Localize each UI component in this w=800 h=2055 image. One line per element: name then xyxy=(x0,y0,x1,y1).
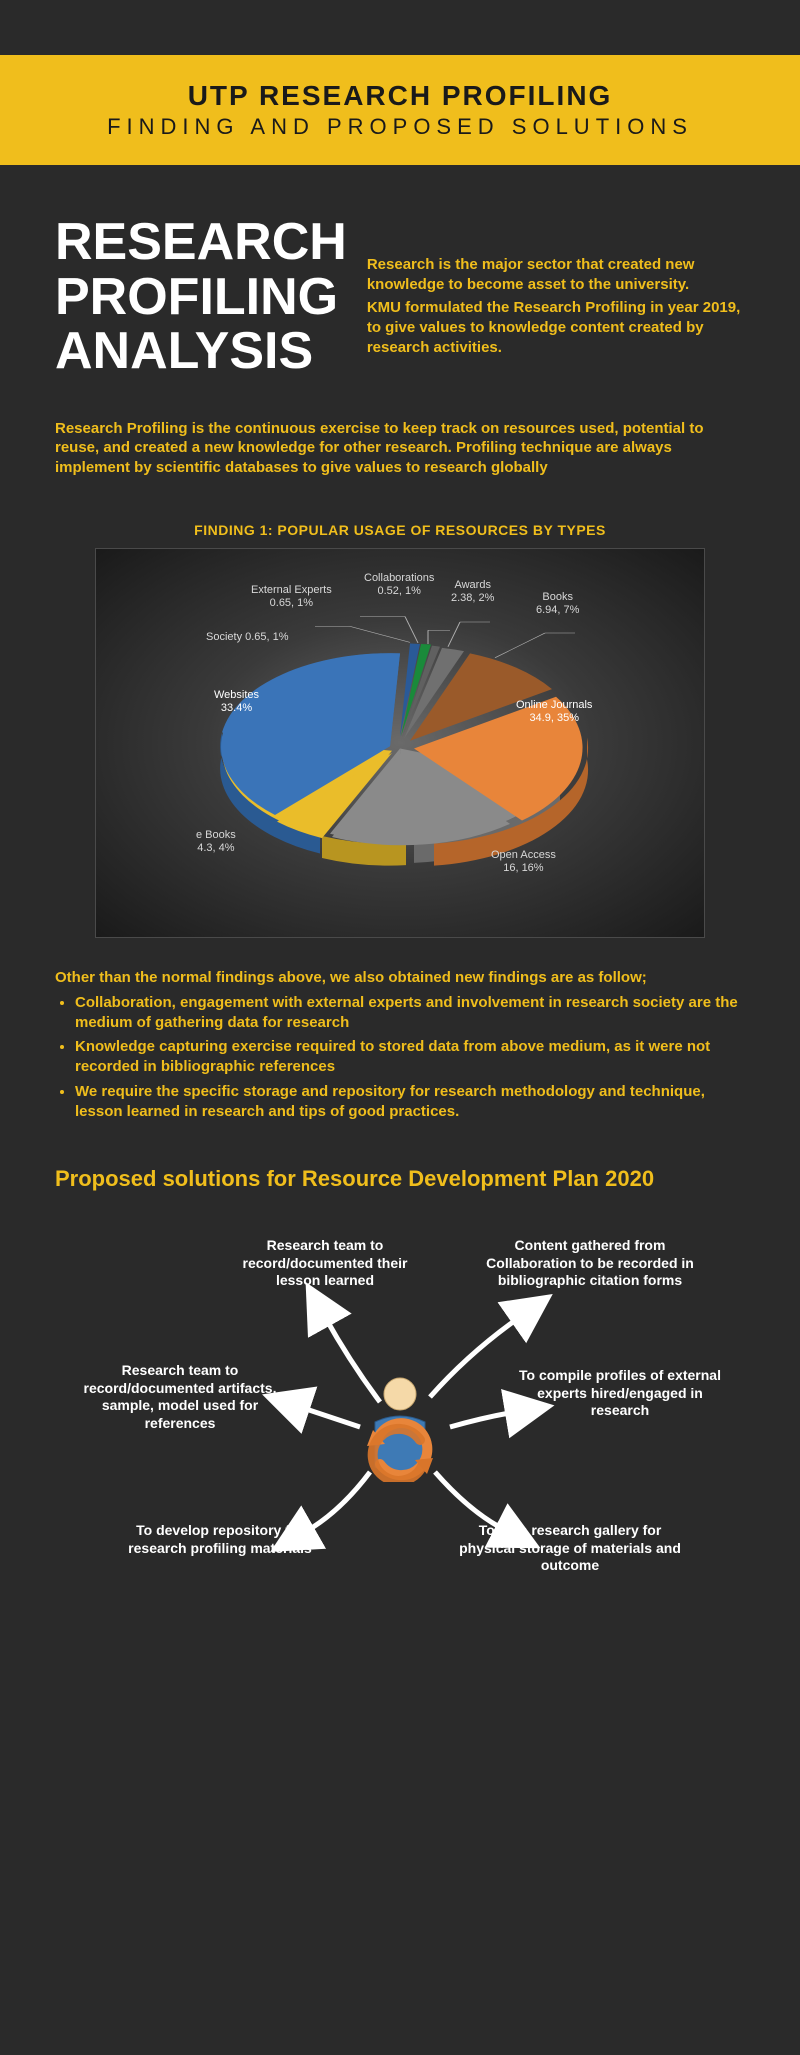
label-online-journals: Online Journals34.9, 35% xyxy=(516,699,592,725)
header-band: UTP RESEARCH PROFILING FINDING AND PROPO… xyxy=(0,55,800,165)
intro-text: Research is the major sector that create… xyxy=(367,215,745,360)
finding-item: Collaboration, engagement with external … xyxy=(75,993,745,1034)
label-society: Society 0.65, 1% xyxy=(206,631,289,644)
main-section: RESEARCH PROFILING ANALYSIS Research is … xyxy=(0,165,800,409)
label-collaborations: Collaborations0.52, 1% xyxy=(364,572,434,598)
main-big-title: RESEARCH PROFILING ANALYSIS xyxy=(55,215,347,379)
header-subtitle: FINDING AND PROPOSED SOLUTIONS xyxy=(60,114,740,140)
label-ebooks: e Books4.3, 4% xyxy=(196,829,236,855)
solutions-title: Proposed solutions for Resource Developm… xyxy=(0,1146,800,1202)
solution-node: Research team to record/documented artif… xyxy=(70,1362,290,1432)
pie-svg xyxy=(190,609,610,889)
center-person-cycle-icon xyxy=(355,1372,445,1482)
findings-block: Other than the normal findings above, we… xyxy=(0,938,800,1146)
finding-item: Knowledge capturing exercise required to… xyxy=(75,1037,745,1078)
label-books: Books6.94, 7% xyxy=(536,591,579,617)
solutions-diagram: Research team to record/documented their… xyxy=(50,1212,750,1642)
label-websites: Websites33.4% xyxy=(214,689,259,715)
solution-node: To compile profiles of external experts … xyxy=(510,1367,730,1420)
intro-p1: Research is the major sector that create… xyxy=(367,255,745,296)
finding-item: We require the specific storage and repo… xyxy=(75,1082,745,1123)
solution-node: To plan research gallery for physical st… xyxy=(450,1522,690,1575)
findings-intro: Other than the normal findings above, we… xyxy=(55,968,745,988)
solution-node: Research team to record/documented their… xyxy=(220,1237,430,1290)
pie-chart: External Experts0.65, 1% Collaborations0… xyxy=(95,548,705,938)
label-open-access: Open Access16, 16% xyxy=(491,849,556,875)
label-external-experts: External Experts0.65, 1% xyxy=(251,584,332,610)
header-title: UTP RESEARCH PROFILING xyxy=(60,80,740,112)
findings-list: Collaboration, engagement with external … xyxy=(55,993,745,1123)
chart-title: FINDING 1: POPULAR USAGE OF RESOURCES BY… xyxy=(0,497,800,548)
page-root: UTP RESEARCH PROFILING FINDING AND PROPO… xyxy=(0,55,800,2055)
solution-node: Content gathered from Collaboration to b… xyxy=(470,1237,710,1290)
label-awards: Awards2.38, 2% xyxy=(451,579,494,605)
solution-node: To develop repository for research profi… xyxy=(110,1522,330,1557)
body-paragraph: Research Profiling is the continuous exe… xyxy=(0,409,800,498)
intro-p2: KMU formulated the Research Profiling in… xyxy=(367,298,745,359)
